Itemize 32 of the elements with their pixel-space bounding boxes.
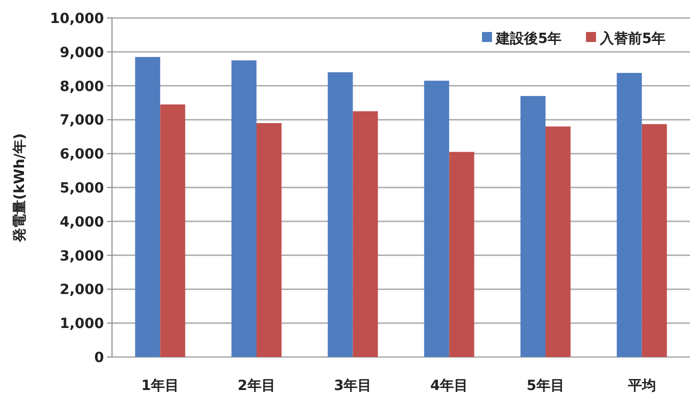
x-tick-label: 5年目 <box>526 378 564 394</box>
y-tick-label: 1,000 <box>60 316 104 332</box>
bar <box>135 56 160 357</box>
y-tick-label: 9,000 <box>60 44 104 61</box>
y-tick-label: 7,000 <box>60 112 104 129</box>
y-tick-label: 4,000 <box>60 214 104 230</box>
y-tick-label: 0 <box>94 350 104 366</box>
y-tick-label: 5,000 <box>60 180 104 196</box>
bar <box>616 72 642 357</box>
x-tick-label: 平均 <box>626 378 656 394</box>
x-tick-label: 3年目 <box>334 378 372 394</box>
bar <box>328 72 353 357</box>
y-tick-label: 2,000 <box>60 282 104 298</box>
bar <box>424 80 450 357</box>
y-tick-label: 6,000 <box>60 146 104 163</box>
y-tick-label: 8,000 <box>60 78 104 95</box>
bar <box>352 111 378 357</box>
y-axis-title: 発電量(kWh/年) <box>12 133 28 243</box>
x-tick-label: 4年目 <box>430 378 468 394</box>
bar <box>642 124 667 357</box>
y-tick-label: 3,000 <box>60 248 104 264</box>
legend-label: 入替前5年 <box>599 31 666 47</box>
bar <box>256 123 282 357</box>
x-tick-label: 2年目 <box>238 378 276 394</box>
x-tick-label: 1年目 <box>141 378 180 394</box>
bar <box>231 60 256 357</box>
y-tick-label: 10,000 <box>50 11 104 27</box>
bar <box>160 104 186 357</box>
bar <box>449 152 474 357</box>
legend-label: 建設後5年 <box>495 31 562 47</box>
bar <box>546 126 571 357</box>
bar <box>520 96 546 357</box>
